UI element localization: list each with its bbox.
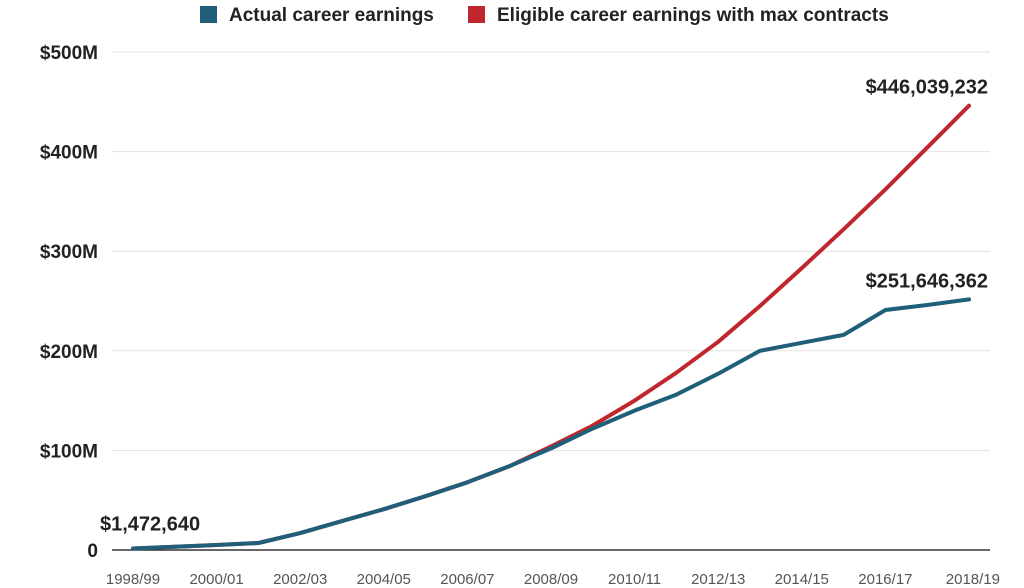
legend-label: Actual career earnings — [229, 5, 434, 26]
gridlines — [112, 51, 990, 451]
y-tick-label: $400M — [40, 143, 98, 164]
legend-swatch — [200, 6, 217, 23]
x-tick-label: 2004/05 — [357, 571, 411, 588]
data-labels: $1,472,640 $251,646,362 $446,039,232 — [100, 77, 988, 536]
legend: Actual career earnings Eligible career ea… — [200, 5, 889, 26]
legend-label: Eligible career earnings with max contra… — [497, 5, 889, 26]
y-tick-label: $200M — [40, 342, 98, 363]
x-axis: 1998/99 2000/01 2002/03 2004/05 2006/07 2008/… — [106, 549, 1000, 588]
y-tick-label: $500M — [40, 43, 98, 64]
x-tick-label: 2018/19 — [946, 571, 1000, 588]
x-tick-label: 2010/11 — [608, 571, 661, 588]
y-tick-label: $100M — [40, 441, 98, 462]
x-tick-label: 2008/09 — [524, 571, 578, 588]
y-tick-label: $300M — [40, 242, 98, 263]
x-tick-label: 2000/01 — [189, 571, 243, 588]
x-tick-label: 1998/99 — [106, 571, 160, 588]
x-tick-label: 2002/03 — [273, 571, 327, 588]
x-tick-label: 2006/07 — [440, 571, 494, 588]
series-lines — [131, 103, 971, 551]
series-line-actual-earnings — [131, 297, 971, 551]
data-label: $251,646,362 — [866, 270, 988, 292]
legend-swatch — [468, 6, 485, 23]
y-axis: 0 $100M $200M $300M $400M $500M — [40, 43, 98, 562]
x-tick-label: 2012/13 — [691, 571, 745, 588]
x-tick-label: 2016/17 — [858, 571, 912, 588]
data-label: $1,472,640 — [100, 514, 200, 536]
series-line-max-contract-earnings — [131, 103, 971, 551]
x-tick-label: 2014/15 — [775, 571, 829, 588]
data-label: $446,039,232 — [866, 77, 988, 99]
y-tick-label: 0 — [87, 541, 98, 562]
